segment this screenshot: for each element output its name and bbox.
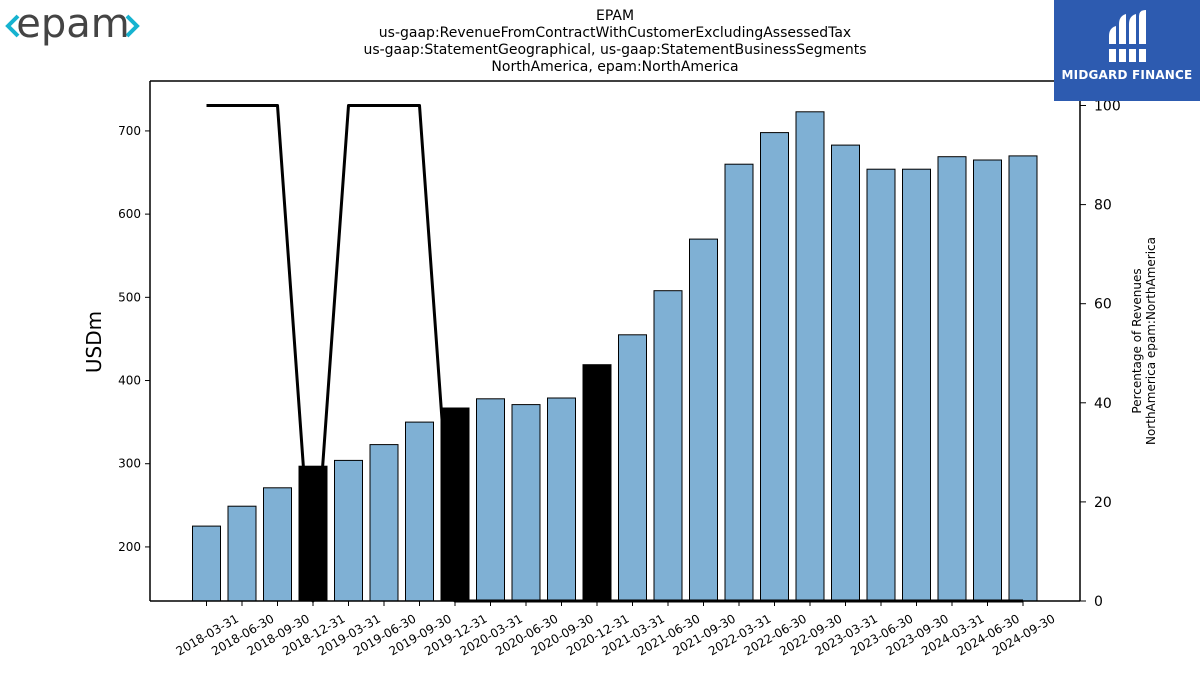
percentage-line [206, 104, 1023, 603]
bar [547, 397, 576, 602]
bar [795, 111, 825, 602]
bar [476, 398, 505, 602]
bar [760, 132, 789, 602]
y-axis-label: USDm [82, 311, 106, 373]
y-tick-label: 500 [118, 290, 141, 304]
y2-tick-label: 60 [1094, 297, 1112, 313]
midgard-emblem-icon [1109, 10, 1146, 62]
y2-tick-label: 100 [1094, 99, 1121, 115]
y2-tick-label: 0 [1094, 594, 1103, 610]
bar [831, 144, 860, 602]
chart-axes [149, 80, 1081, 602]
y2-tick-label: 40 [1094, 396, 1112, 412]
bar [334, 459, 363, 602]
y2-tick-label: 80 [1094, 198, 1112, 214]
bar [724, 163, 754, 602]
y-tick-label: 600 [118, 207, 141, 221]
bar [227, 505, 257, 602]
midgard-finance-logo: MIDGARD FINANCE [1054, 0, 1200, 101]
chart-title-line: us-gaap:RevenueFromContractWithCustomerE… [379, 25, 851, 41]
chart-title: EPAMus-gaap:RevenueFromContractWithCusto… [363, 8, 866, 75]
y2-tick-label: 20 [1094, 495, 1112, 511]
y-tick-label: 700 [118, 124, 141, 138]
bar [937, 156, 967, 602]
right-y-axis-label: Percentage of Revenues NorthAmerica epam:… [1130, 237, 1158, 445]
y-tick-label: 300 [118, 457, 141, 471]
percentage-line-layer [206, 104, 1023, 603]
bar [582, 364, 612, 602]
y2-axis-label-line: NorthAmerica epam:NorthAmerica [1144, 237, 1158, 445]
bar [902, 168, 931, 602]
chart-title-line: us-gaap:StatementGeographical, us-gaap:S… [363, 42, 866, 58]
bar [440, 407, 470, 602]
y2-axis-label-line: Percentage of Revenues [1130, 268, 1144, 413]
epam-logo-text: epam [16, 2, 129, 47]
bar [1008, 155, 1038, 602]
bar [405, 421, 434, 602]
bar [689, 238, 718, 602]
chart-title-line: NorthAmerica, epam:NorthAmerica [491, 59, 738, 75]
bar [263, 487, 292, 602]
bar [618, 334, 647, 602]
chart-title-line: EPAM [596, 8, 634, 24]
bar [192, 525, 221, 602]
left-y-ticks: 200 300 400 500 600 700 [118, 124, 150, 554]
epam-logo: epam [4, 1, 144, 58]
bar [369, 444, 399, 602]
logo-right-chevron-icon [125, 14, 140, 38]
midgard-logo-text: MIDGARD FINANCE [1061, 68, 1193, 82]
bar [866, 168, 896, 602]
bar [653, 290, 683, 602]
y-tick-label: 200 [118, 540, 141, 554]
logo-left-chevron-icon [5, 14, 20, 38]
bar-series [192, 111, 1038, 602]
right-y-ticks: 0 20 40 60 80 100 [1080, 99, 1121, 610]
bar [973, 159, 1002, 602]
bar [511, 404, 541, 602]
x-ticks: 2018-03-312018-06-302018-09-302018-12-31… [174, 601, 1058, 658]
y-tick-label: 400 [118, 374, 141, 388]
